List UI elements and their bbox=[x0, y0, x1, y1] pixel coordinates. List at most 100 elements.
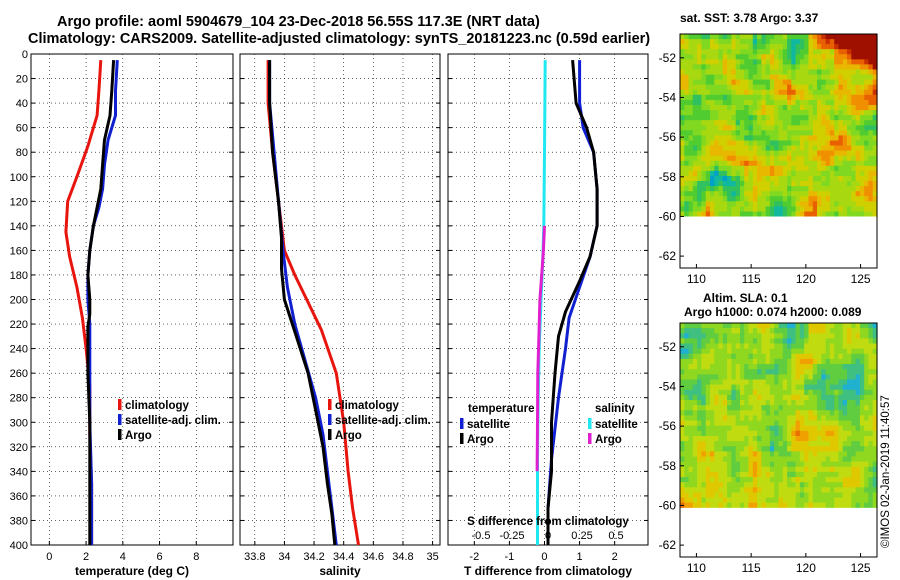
map-cell bbox=[731, 54, 737, 60]
map-cell bbox=[769, 79, 775, 86]
map-cell bbox=[834, 456, 840, 463]
map-cell bbox=[727, 328, 732, 334]
map-cell bbox=[735, 115, 741, 121]
map-cell bbox=[680, 74, 685, 81]
map-cell bbox=[744, 415, 750, 422]
map-cell bbox=[791, 145, 797, 152]
map-cell bbox=[782, 69, 788, 76]
legend-label: climatology bbox=[125, 400, 190, 412]
map-cell bbox=[718, 425, 724, 432]
map-cell bbox=[680, 99, 685, 106]
map-cell bbox=[842, 369, 848, 375]
map-cell bbox=[782, 482, 788, 488]
map-cell bbox=[705, 410, 711, 416]
map-cell bbox=[804, 333, 810, 339]
map-cell bbox=[782, 59, 788, 66]
map-cell bbox=[859, 369, 865, 375]
map-cell bbox=[872, 502, 878, 509]
map-cell bbox=[804, 170, 810, 177]
map-cell bbox=[769, 89, 775, 96]
map-cell bbox=[799, 115, 805, 121]
map-cell bbox=[838, 191, 844, 197]
map-cell bbox=[714, 89, 720, 96]
map-cell bbox=[774, 492, 780, 499]
map-cell bbox=[868, 328, 874, 334]
map-cell bbox=[868, 477, 874, 483]
map-cell bbox=[688, 415, 694, 422]
map-cell bbox=[834, 358, 840, 365]
map-cell bbox=[782, 420, 788, 427]
map-cell bbox=[697, 64, 702, 71]
map-cell bbox=[829, 461, 835, 468]
map-cell bbox=[855, 170, 861, 177]
map-cell bbox=[851, 181, 857, 187]
map-cell bbox=[864, 125, 870, 131]
map-cell bbox=[795, 150, 801, 157]
map-cell bbox=[710, 441, 715, 447]
map-cell bbox=[761, 74, 767, 81]
map-cell bbox=[834, 84, 840, 91]
map-cell bbox=[710, 84, 715, 91]
map-cell bbox=[799, 482, 805, 488]
map-cell bbox=[799, 181, 805, 187]
map-cell bbox=[765, 323, 771, 329]
map-cell bbox=[701, 84, 707, 91]
map-cell bbox=[705, 181, 711, 187]
map-cell bbox=[774, 170, 780, 177]
map-cell bbox=[761, 333, 767, 339]
map-cell bbox=[748, 135, 754, 142]
map-cell bbox=[722, 186, 728, 192]
map-cell bbox=[851, 99, 857, 106]
map-cell bbox=[817, 59, 822, 66]
map-cell bbox=[851, 44, 857, 50]
map-cell bbox=[744, 451, 750, 458]
map-cell bbox=[812, 441, 818, 447]
map-cell bbox=[761, 461, 767, 468]
map-cell bbox=[825, 99, 831, 106]
map-cell bbox=[680, 135, 685, 142]
map-cell bbox=[761, 420, 767, 427]
map-cell bbox=[701, 105, 707, 111]
map-cell bbox=[727, 84, 732, 91]
map-cell bbox=[817, 176, 822, 182]
map-cell bbox=[761, 191, 767, 197]
map-cell bbox=[808, 348, 814, 355]
map-cell bbox=[812, 400, 818, 406]
map-cell bbox=[842, 125, 848, 131]
x-axis-label: T difference from climatology bbox=[464, 564, 632, 578]
map-cell bbox=[812, 160, 818, 167]
map-cell bbox=[697, 84, 702, 91]
map-y-tick-label: -54 bbox=[659, 379, 677, 393]
map-cell bbox=[684, 456, 690, 463]
map-cell bbox=[714, 389, 720, 396]
map-cell bbox=[731, 110, 737, 116]
map-cell bbox=[684, 477, 690, 483]
map-cell bbox=[765, 69, 771, 76]
map-cell bbox=[795, 105, 801, 111]
map-cell bbox=[701, 369, 707, 375]
x-tick-label: 6 bbox=[156, 551, 162, 563]
map-cell bbox=[757, 482, 762, 488]
map-cell bbox=[744, 430, 750, 437]
map-cell bbox=[731, 482, 737, 488]
map-cell bbox=[774, 441, 780, 447]
map-cell bbox=[697, 79, 702, 86]
map-cell bbox=[731, 79, 737, 86]
map-cell bbox=[787, 446, 792, 452]
map-cell bbox=[731, 364, 737, 370]
map-cell bbox=[714, 110, 720, 116]
map-cell bbox=[868, 44, 874, 50]
map-cell bbox=[748, 446, 754, 452]
map-cell bbox=[825, 358, 831, 365]
map-cell bbox=[804, 353, 810, 360]
map-cell bbox=[855, 374, 861, 381]
map-cell bbox=[808, 389, 814, 396]
map-cell bbox=[752, 333, 758, 339]
map-cell bbox=[744, 343, 750, 350]
map-cell bbox=[757, 211, 762, 218]
s-tick-label: 0 bbox=[545, 530, 551, 542]
map-cell bbox=[701, 150, 707, 157]
map-cell bbox=[808, 369, 814, 375]
map-cell bbox=[864, 477, 870, 483]
map-cell bbox=[851, 451, 857, 458]
